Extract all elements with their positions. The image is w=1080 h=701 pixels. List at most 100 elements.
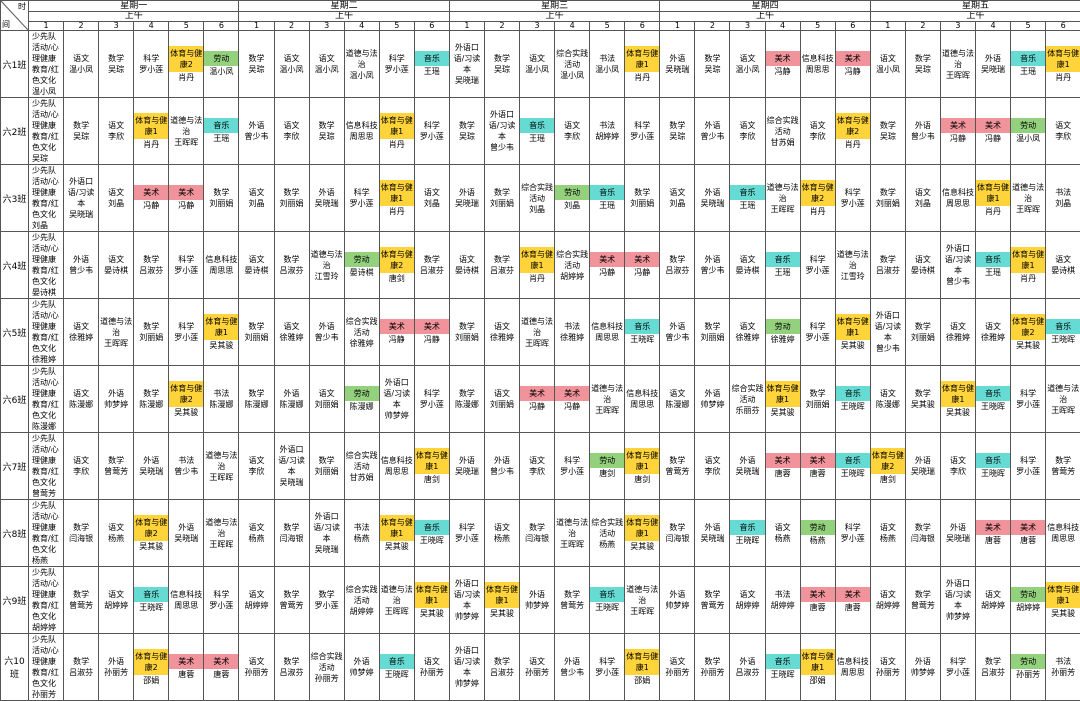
lesson-cell: 道德与法治王晖晖 [204,433,239,500]
lesson-cell: 外语吴晓瑞 [695,165,730,232]
lesson-cell: 数学吴琮 [99,31,134,98]
teacher-label: 罗小莲 [169,332,203,343]
teacher-label: 陈漫娜 [134,399,168,410]
lesson-cell: 综合实践活动胡婷婷 [344,567,379,634]
subject-label: 音乐 [134,587,168,602]
teacher-label: 杨燕 [239,533,273,544]
subject-label: 数学 [239,321,273,332]
teacher-label: 吴晓瑞 [169,533,203,544]
teacher-label: 王晖晖 [590,405,624,416]
subject-label: 外语 [169,522,203,533]
lesson-cell: 语文杨燕 [765,500,800,567]
subject-label: 外语 [906,455,940,466]
lesson-cell: 数学吕淑芬 [870,232,905,299]
subject-label: 体育与健康2 [1011,314,1045,340]
teacher-label: 罗小莲 [1011,466,1045,477]
teacher-label: 肖丹 [625,72,659,83]
lesson-cell: 音乐王晓晖 [134,567,169,634]
subject-label: 语文 [871,522,905,533]
teacher-label: 吴晓瑞 [134,466,168,477]
lesson-cell: 外语陈漫娜 [274,366,309,433]
lesson-cell: 科学罗小莲 [940,634,975,701]
lesson-cell: 道德与法治王晖晖 [204,500,239,567]
subject-label: 语文 [1046,254,1080,265]
lesson-cell: 数学罗小莲 [309,567,344,634]
lesson-cell: 美术唐蓉 [800,567,835,634]
subject-label: 体育与健康1 [1046,46,1080,72]
lesson-cell: 数学吕淑芬 [274,232,309,299]
lesson-cell: 语文胡婷婷 [976,567,1011,634]
period-header: 3 [520,22,555,31]
lesson-cell: 道德与法治王晖晖 [765,165,800,232]
lesson-cell: 音乐王晓晖 [625,299,660,366]
class-label: 六2班 [1,98,29,165]
subject-label: 外语 [976,53,1010,64]
period-header: 5 [379,22,414,31]
subject-label: 数学 [64,656,98,667]
teacher-label: 李欣 [64,466,98,477]
lesson-cell: 数学陈漫娜 [239,366,274,433]
subject-label: 科学 [169,254,203,265]
period-header: 4 [344,22,379,31]
period-header: 5 [800,22,835,31]
teacher-label: 吴其骏 [625,541,659,552]
teacher-label: 王晓晖 [590,602,624,613]
subject-label: 外语 [660,589,694,600]
lesson-cell: 语文杨燕 [99,500,134,567]
teacher-label: 王晖晖 [520,338,554,349]
subject-label: 数学 [64,120,98,131]
subject-label: 书法 [169,455,203,466]
teacher-label: 王瑶 [590,200,624,211]
subject-label: 道德与法治 [169,115,203,137]
subject-label: 劳动 [1011,118,1045,133]
subject-label: 科学 [801,254,835,265]
teacher-label: 刘丽娟 [310,399,344,410]
teacher-label: 徐雅婷 [345,338,379,349]
subject-label: 外语 [730,455,764,466]
subject-label: 综合实践活动 [555,249,589,271]
subject-label: 道德与法治 [555,517,589,539]
subject-label: 体育与健康1 [134,113,168,139]
subject-label: 数学 [520,522,554,533]
teacher-label: 李欣 [99,131,133,142]
subject-label: 语文 [239,522,273,533]
lesson-cell: 音乐王瑶 [590,165,625,232]
teacher-label: 王晖晖 [169,137,203,148]
period-header: 6 [1046,22,1080,31]
lesson-cell: 语文胡婷婷 [870,567,905,634]
subject-label: 语文 [275,53,309,64]
teacher-label: 帅梦婷 [345,667,379,678]
subject-label: 美术 [169,185,203,200]
lesson-cell: 语文温小凤 [64,31,99,98]
lesson-cell: 道德与法治王晖晖 [99,299,134,366]
lesson-cell: 少先队活动/心理健康教育/红色文化胡婷婷 [29,567,64,634]
subject-label: 信息科技 [1046,522,1080,533]
subject-label: 外语 [660,53,694,64]
lesson-cell: 语文陈漫娜 [870,366,905,433]
lesson-cell: 信息科技周思思 [800,31,835,98]
subject-label: 美术 [836,51,870,66]
teacher-label: 肖丹 [1046,72,1080,83]
lesson-cell: 数学曾莺芳 [660,433,695,500]
subject-label: 体育与健康1 [1046,582,1080,608]
lesson-cell: 美术唐蓉 [835,567,870,634]
subject-label: 劳动 [590,453,624,468]
subject-label: 数学 [275,589,309,600]
subject-label: 美术 [766,453,800,468]
lesson-cell: 信息科技周思思 [379,433,414,500]
subject-label: 语文 [906,187,940,198]
teacher-label: 徐雅婷 [976,332,1010,343]
lesson-cell: 语文徐雅婷 [64,299,99,366]
subject-label: 信息科技 [801,53,835,64]
lesson-cell: 信息科技周思思 [835,634,870,701]
subject-label: 道德与法治 [941,48,975,70]
subject-label: 书法 [1046,187,1080,198]
subject-label: 数学 [871,120,905,131]
lesson-cell: 语文孙丽芳 [414,634,449,701]
teacher-label: 王瑶 [766,267,800,278]
lesson-cell: 劳动徐雅婷 [765,299,800,366]
teacher-label: 胡婷婷 [345,606,379,617]
subject-label: 综合实践活动 [310,651,344,673]
lesson-cell: 美术冯静 [379,299,414,366]
